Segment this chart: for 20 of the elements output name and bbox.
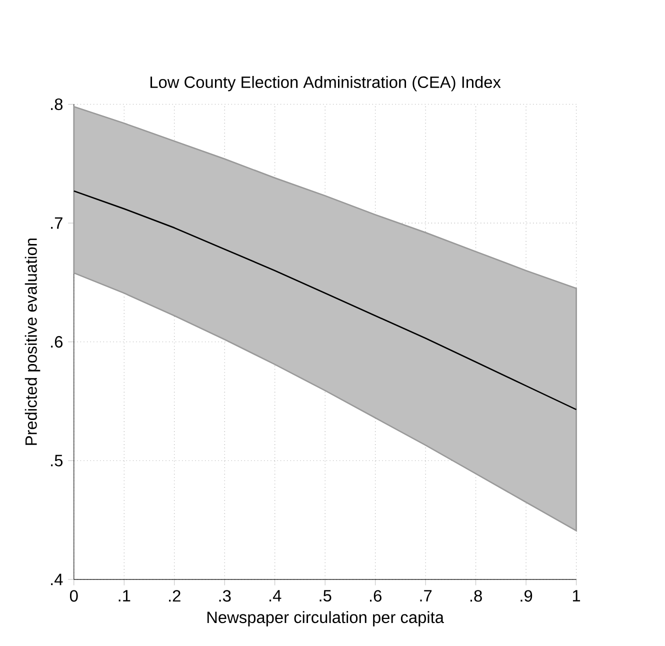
- line-series: [73, 190, 577, 410]
- y-tick-label: .5: [51, 455, 63, 467]
- y-tick-label: .8: [51, 98, 63, 110]
- x-tick-label: .7: [420, 590, 432, 602]
- x-tick-label: .2: [169, 590, 180, 602]
- y-tick-label: .7: [51, 218, 62, 229]
- x-tick-label: .4: [270, 590, 282, 602]
- x-tick-label: .9: [520, 590, 532, 602]
- y-tick-label: .6: [51, 336, 63, 348]
- x-tick-label: 1: [572, 590, 580, 602]
- x-tick-label: .1: [118, 590, 130, 602]
- x-tick-label: .3: [219, 590, 231, 602]
- x-tick-label: 0: [70, 590, 78, 602]
- x-tick-label: .5: [320, 590, 332, 602]
- chart-title: Low County Election Administration (CEA) Index: [150, 76, 501, 92]
- y-axis-title: Predicted positive evaluation: [24, 238, 40, 446]
- x-tick-label: .8: [470, 590, 482, 602]
- x-tick-label: .6: [370, 590, 382, 602]
- x-axis-title: Newspaper circulation per capita: [207, 611, 444, 627]
- y-tick-label: .4: [51, 574, 63, 586]
